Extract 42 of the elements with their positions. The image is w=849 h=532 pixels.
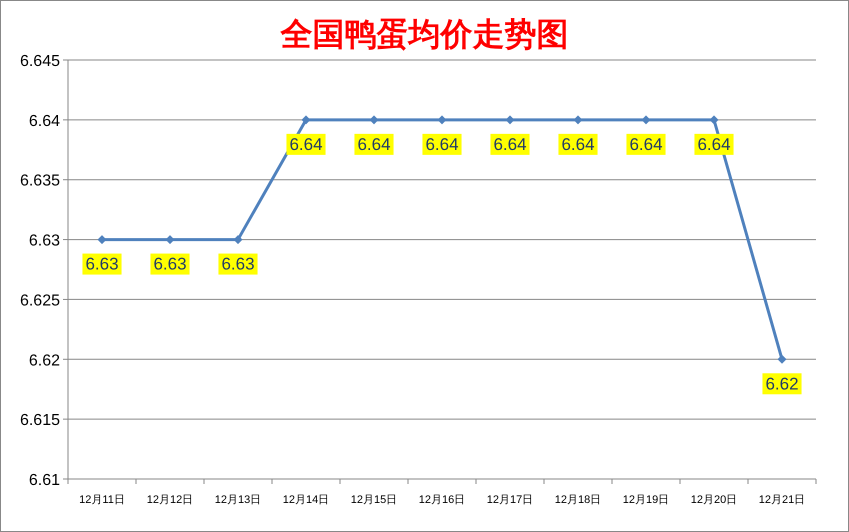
x-tick-label: 12月20日	[690, 494, 738, 506]
data-label: 6.64	[289, 134, 323, 154]
point	[234, 235, 242, 244]
data-label: 6.64	[697, 134, 731, 154]
point	[642, 115, 650, 124]
y-tick-label: 6.61	[28, 472, 60, 489]
y-tick-label: 6.63	[28, 232, 60, 250]
point	[370, 115, 378, 124]
x-tick-label: 12月21日	[758, 494, 806, 506]
y-tick-label: 6.625	[20, 292, 60, 310]
point	[710, 115, 718, 124]
point	[98, 235, 106, 244]
y-tick-label: 6.62	[28, 352, 60, 370]
data-label: 6.64	[629, 134, 663, 154]
point	[506, 115, 514, 124]
point	[438, 115, 446, 124]
x-tick-label: 12月19日	[622, 494, 670, 506]
y-tick-label: 6.645	[20, 53, 60, 70]
x-tick-label: 12月17日	[486, 494, 534, 506]
point	[574, 115, 582, 124]
y-tick-label: 6.64	[28, 112, 60, 130]
x-tick-label: 12月16日	[418, 494, 466, 506]
x-tick-label: 12月13日	[214, 494, 262, 506]
data-label: 6.62	[765, 374, 799, 394]
data-label: 6.63	[153, 254, 187, 274]
data-label: 6.63	[221, 254, 255, 274]
point	[778, 354, 786, 364]
chart-title: 全国鸭蛋均价走势图	[280, 16, 568, 52]
x-tick-label: 12月15日	[350, 494, 398, 506]
x-tick-label: 12月14日	[282, 494, 330, 506]
data-label: 6.63	[85, 254, 119, 274]
data-label: 6.64	[425, 134, 459, 154]
x-tick-label: 12月12日	[146, 494, 194, 506]
x-tick-label: 12月11日	[79, 494, 125, 506]
x-tick-label: 12月18日	[554, 494, 602, 506]
y-tick-label: 6.635	[20, 172, 60, 190]
point	[166, 235, 174, 244]
y-tick-label: 6.615	[20, 412, 60, 430]
data-label: 6.64	[561, 134, 595, 154]
data-label: 6.64	[357, 134, 391, 154]
point	[302, 115, 310, 124]
data-label: 6.64	[493, 134, 527, 154]
